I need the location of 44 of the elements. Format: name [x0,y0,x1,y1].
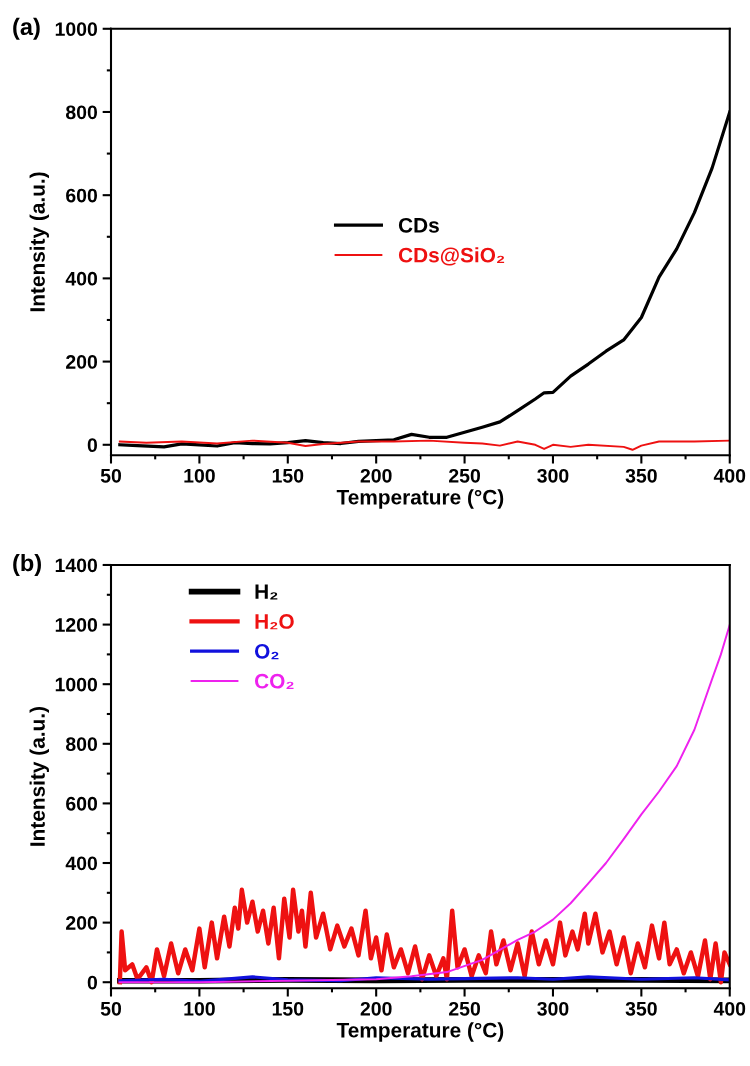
y-tick-label: 1000 [55,22,98,37]
x-tick-label: 300 [537,468,569,483]
y-tick-label: 600 [66,188,98,203]
legend-label: O₂ [254,643,279,660]
y-tick-label: 200 [66,916,98,930]
y-tick-label: 1000 [55,677,98,692]
x-tick-label: 350 [625,468,657,483]
legend-label: CO₂ [254,673,294,689]
y-tick-label: 0 [87,975,98,990]
x-tick-label: 50 [100,468,122,483]
x-tick-label: 400 [713,1001,746,1016]
line-series [117,887,730,985]
x-tick-label: 250 [449,468,480,483]
y-tick-label: 400 [65,271,98,286]
y-tick-label: 1400 [55,558,98,573]
y-tick-label: 600 [66,796,98,811]
y-tick-label: 800 [65,737,98,752]
y-axis-title: Intensity (a.u.) [29,172,49,312]
x-tick-label: 150 [272,1001,304,1016]
x-tick-label: 200 [360,1001,392,1016]
line-series [118,439,730,451]
y-tick-label: 0 [87,438,98,453]
legend-label: CDs@SiO₂ [398,247,505,266]
chart-title: (a) [13,17,40,40]
x-tick-label: 100 [184,468,215,483]
legend-label: H₂O [255,614,294,630]
x-axis-title: Temperature (°C) [336,1022,504,1042]
x-tick-label: 50 [100,1001,122,1016]
x-tick-label: 250 [449,1001,480,1016]
y-tick-label: 200 [66,355,98,369]
y-tick-label: 800 [65,105,98,120]
legend-label: CDs [398,217,439,233]
y-tick-label: 400 [65,856,98,871]
x-tick-label: 100 [184,1001,215,1016]
x-tick-label: 150 [272,468,304,483]
chart-title: (b) [13,553,41,576]
y-tick-label: 1200 [55,618,98,632]
x-tick-label: 350 [625,1001,657,1016]
y-axis-title: Intensity (a.u.) [29,707,49,846]
legend-label: H₂ [255,584,278,600]
x-tick-label: 400 [713,468,746,483]
x-tick-label: 200 [360,468,392,483]
x-tick-label: 300 [537,1001,569,1016]
x-axis-title: Temperature (°C) [336,489,504,509]
